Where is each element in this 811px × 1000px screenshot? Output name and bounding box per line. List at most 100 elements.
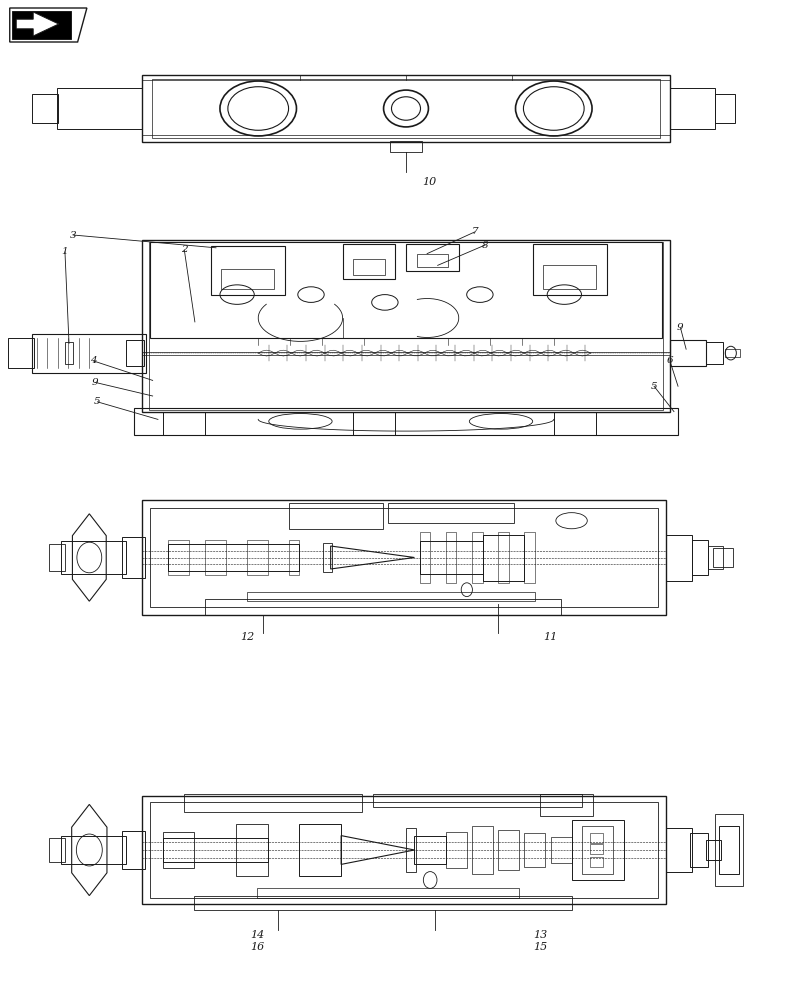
Bar — [150, 242, 661, 338]
Bar — [471, 532, 482, 583]
Bar — [550, 837, 571, 863]
Bar — [724, 349, 739, 357]
Text: 2: 2 — [181, 245, 187, 254]
Text: 3: 3 — [70, 231, 76, 239]
Bar — [498, 532, 508, 583]
Bar — [689, 833, 707, 867]
Text: 7: 7 — [470, 228, 478, 236]
Bar — [61, 541, 126, 574]
Bar — [691, 540, 707, 575]
Text: 10: 10 — [422, 177, 436, 187]
Bar — [571, 820, 623, 880]
Bar — [718, 826, 738, 874]
Bar — [539, 794, 592, 816]
Bar — [706, 342, 722, 364]
Bar — [299, 824, 341, 876]
Bar — [372, 794, 581, 807]
Bar — [589, 857, 603, 867]
Polygon shape — [10, 8, 87, 42]
Bar — [419, 532, 430, 583]
Bar — [32, 94, 58, 123]
Bar — [122, 537, 144, 578]
Bar — [589, 844, 603, 854]
Bar — [247, 540, 268, 575]
Bar — [150, 508, 657, 607]
Bar — [204, 540, 225, 575]
Text: 8: 8 — [481, 240, 488, 249]
Bar — [163, 412, 205, 435]
Bar — [353, 259, 384, 275]
Bar — [122, 831, 144, 869]
Bar — [498, 830, 518, 870]
Bar — [389, 141, 422, 152]
Bar — [589, 833, 603, 843]
Bar — [150, 802, 657, 898]
Text: 13: 13 — [532, 930, 547, 940]
Text: 11: 11 — [543, 632, 557, 642]
Bar — [184, 794, 362, 812]
Bar — [148, 242, 663, 410]
Bar — [665, 534, 691, 580]
Bar — [163, 832, 195, 868]
Bar — [134, 408, 677, 435]
Bar — [532, 244, 606, 295]
Bar — [49, 544, 65, 571]
Bar — [221, 269, 274, 289]
Bar — [706, 840, 720, 860]
Text: 6: 6 — [666, 356, 672, 365]
Bar — [406, 244, 458, 271]
Bar — [142, 75, 669, 142]
Polygon shape — [16, 12, 58, 36]
Bar — [482, 534, 524, 580]
Bar — [414, 836, 445, 864]
Bar — [388, 503, 513, 523]
Bar — [236, 824, 268, 876]
Bar — [247, 592, 534, 601]
Bar — [445, 532, 456, 583]
Bar — [168, 540, 189, 575]
Bar — [61, 836, 126, 864]
Polygon shape — [12, 11, 71, 39]
Bar — [471, 826, 492, 874]
Bar — [581, 826, 612, 874]
Bar — [543, 265, 595, 289]
Text: 15: 15 — [532, 942, 547, 952]
Bar — [142, 500, 665, 615]
Bar — [49, 838, 65, 862]
Bar — [445, 832, 466, 868]
Text: 4: 4 — [90, 356, 97, 365]
Text: 16: 16 — [250, 942, 264, 952]
Bar — [210, 246, 284, 295]
Bar — [714, 814, 742, 886]
Text: 5: 5 — [650, 382, 657, 391]
Text: 1: 1 — [62, 247, 68, 256]
Bar — [669, 340, 706, 366]
Bar — [665, 828, 691, 872]
Bar — [142, 796, 665, 904]
Bar — [712, 548, 732, 567]
Bar — [669, 88, 714, 129]
Bar — [524, 833, 545, 867]
Bar — [289, 540, 299, 575]
Bar — [163, 838, 268, 862]
Text: 5: 5 — [94, 397, 101, 406]
Bar — [152, 79, 659, 138]
Bar — [406, 828, 415, 872]
Bar — [553, 412, 595, 435]
Bar — [524, 532, 534, 583]
Bar — [419, 541, 482, 574]
Bar — [342, 244, 395, 279]
Bar — [416, 254, 448, 267]
Bar — [57, 88, 142, 129]
Bar — [195, 896, 571, 910]
Bar — [707, 546, 722, 569]
Bar — [257, 888, 518, 898]
Bar — [65, 342, 73, 364]
Bar — [126, 340, 144, 366]
Text: 12: 12 — [239, 632, 254, 642]
Bar — [714, 94, 734, 123]
Bar — [32, 334, 146, 373]
Text: 9: 9 — [676, 323, 683, 332]
Bar — [142, 240, 669, 412]
Text: 9: 9 — [92, 378, 98, 387]
